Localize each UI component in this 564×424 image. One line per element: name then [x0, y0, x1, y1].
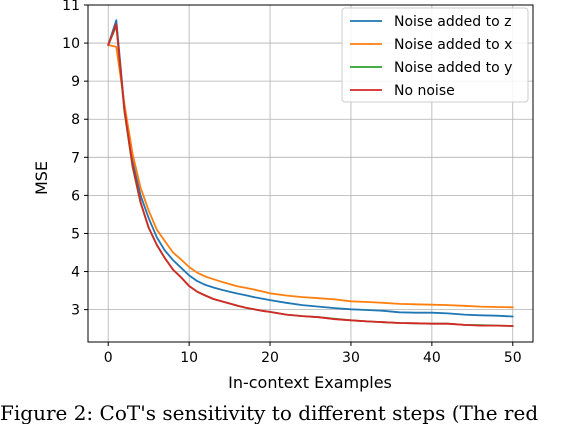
- legend-label: Noise added to y: [394, 60, 512, 76]
- x-tick-label: 20: [261, 350, 279, 366]
- y-axis-ticks: 3 4 5 6 7 8 9 10 11: [62, 0, 88, 319]
- y-tick-label: 6: [71, 188, 80, 204]
- legend-label: Noise added to z: [394, 14, 511, 30]
- x-axis-ticks: 0 10 20 30 40 50: [104, 342, 522, 366]
- y-tick-label: 8: [71, 112, 80, 128]
- series-lines: [107, 19, 514, 327]
- y-tick-label: 9: [71, 74, 80, 90]
- y-axis-label: MSE: [32, 161, 51, 195]
- plot-frame: [87, 4, 534, 343]
- series-line-4: [107, 23, 514, 327]
- y-tick-label: 3: [71, 303, 80, 319]
- x-tick-label: 30: [342, 350, 360, 366]
- series-line-2: [107, 44, 514, 309]
- y-tick-label: 5: [71, 226, 80, 242]
- y-tick-label: 11: [62, 0, 80, 14]
- legend-box: [341, 7, 529, 103]
- x-tick-label: 40: [423, 350, 441, 366]
- series-line-1: [107, 19, 514, 318]
- legend: Noise added to z Noise added to x Noise ad…: [341, 7, 529, 103]
- x-tick-label: 10: [180, 350, 198, 366]
- figure-caption: Figure 2: CoT's sensitivity to different…: [0, 402, 539, 424]
- x-tick-label: 0: [104, 350, 113, 366]
- y-tick-label: 10: [62, 36, 80, 52]
- x-tick-label: 50: [504, 350, 522, 366]
- y-tick-label: 7: [71, 150, 80, 166]
- x-axis-label: In-context Examples: [228, 373, 392, 392]
- y-tick-label: 4: [71, 265, 80, 281]
- legend-label: No noise: [394, 83, 455, 99]
- legend-label: Noise added to x: [394, 37, 512, 53]
